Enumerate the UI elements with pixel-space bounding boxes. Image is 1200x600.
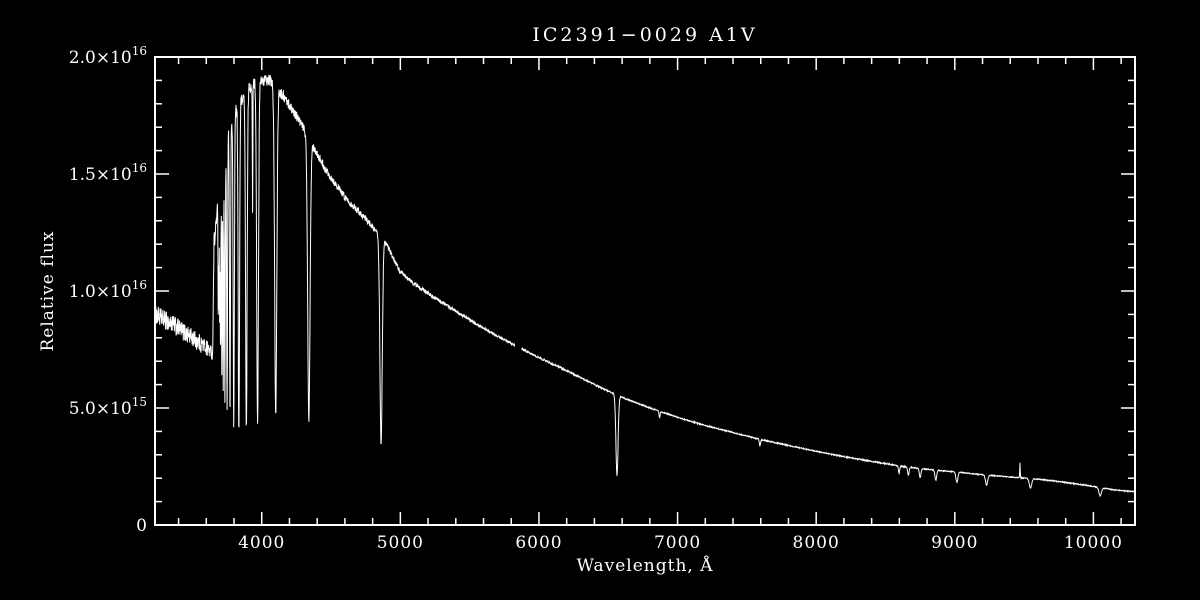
x-tick-label: 7000 bbox=[654, 533, 701, 553]
x-tick-label: 9000 bbox=[931, 533, 978, 553]
chart-title: IC2391−0029 A1V bbox=[532, 24, 758, 46]
y-tick-label: 0 bbox=[136, 516, 147, 536]
x-tick-label: 6000 bbox=[515, 533, 562, 553]
x-tick-label: 10000 bbox=[1064, 533, 1123, 553]
y-tick-label: 1.5×1016 bbox=[69, 161, 147, 185]
x-axis-label: Wavelength, Å bbox=[576, 556, 714, 576]
x-tick-label: 4000 bbox=[238, 533, 285, 553]
y-tick-label: 5.0×1015 bbox=[69, 395, 147, 419]
x-tick-label: 5000 bbox=[377, 533, 424, 553]
y-tick-label: 2.0×1016 bbox=[69, 44, 147, 68]
x-tick-label: 8000 bbox=[793, 533, 840, 553]
y-tick-label: 1.0×1016 bbox=[69, 278, 147, 302]
spectrum-line bbox=[154, 74, 1136, 498]
